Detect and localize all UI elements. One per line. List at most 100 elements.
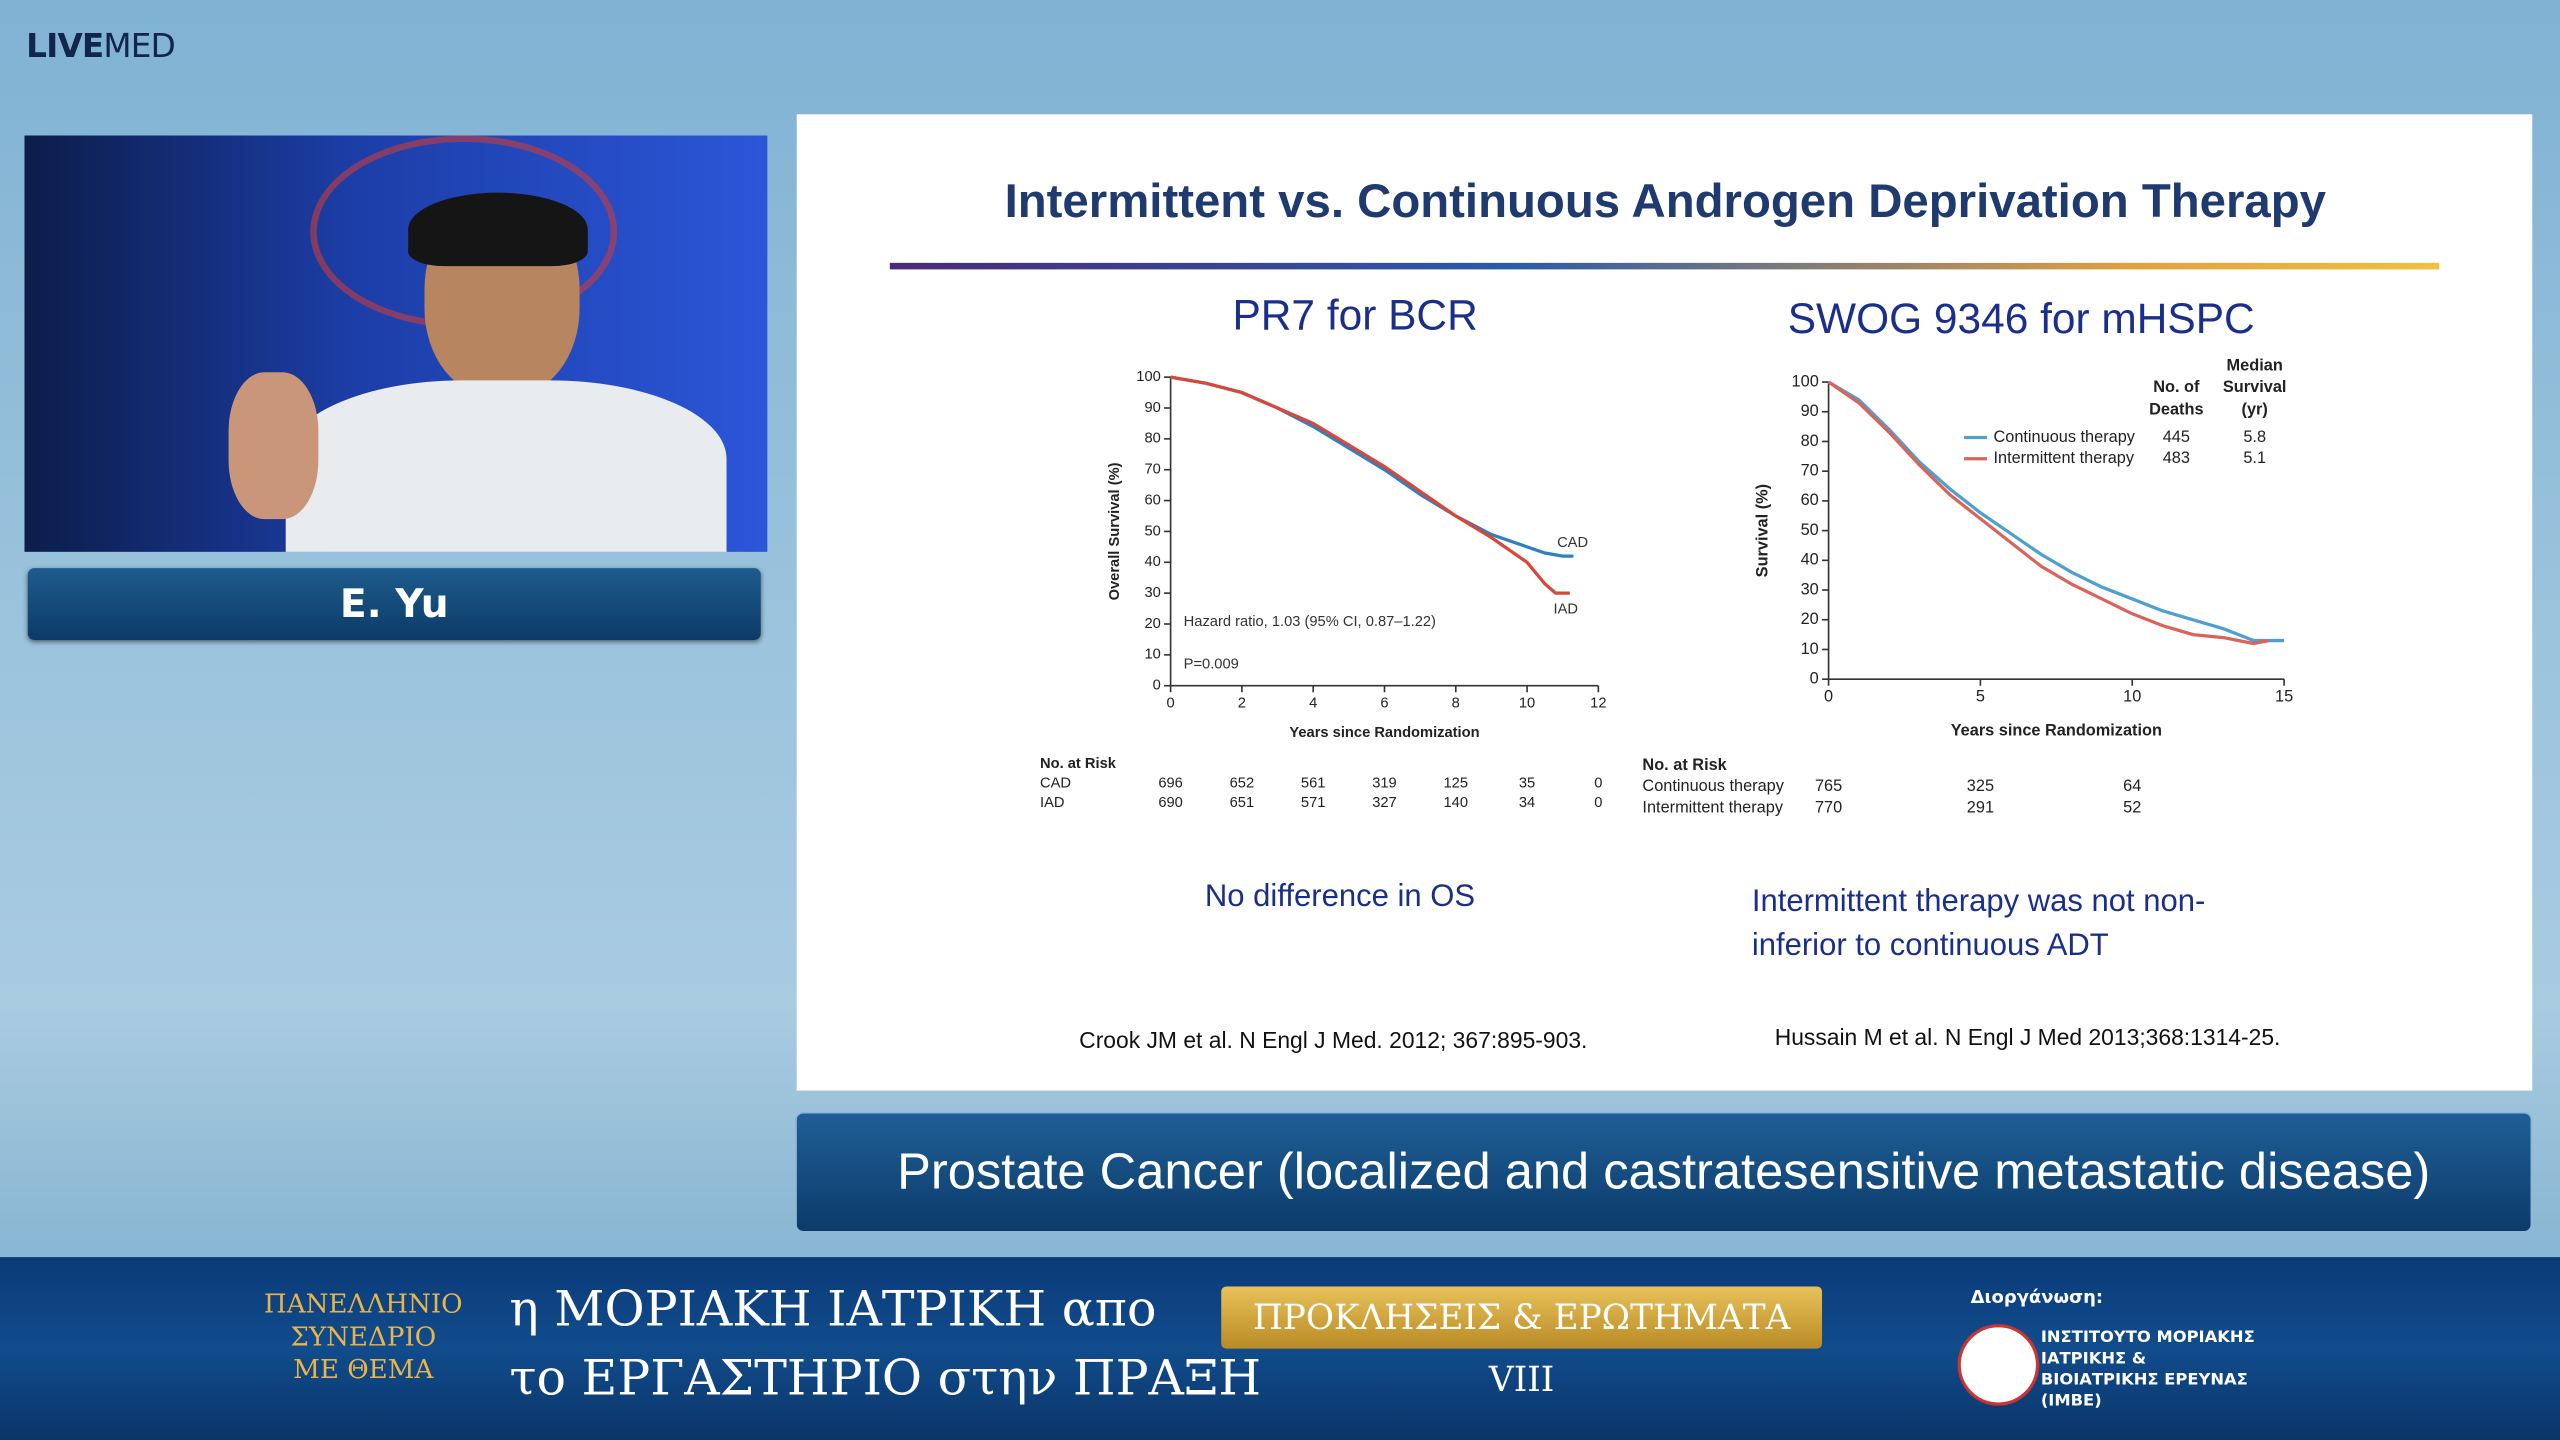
x-tick-label: 0 — [1167, 696, 1175, 712]
survival-curve — [1827, 380, 2270, 646]
risk-value: 652 — [1230, 776, 1255, 792]
slide — [796, 114, 2533, 1091]
y-tick-label: 40 — [1144, 554, 1160, 570]
speaker-hair — [408, 192, 588, 267]
annotation: P=0.009 — [1184, 656, 1239, 672]
risk-table-title: No. at Risk — [1642, 756, 1727, 774]
theme-line: το ΕΡΓΑΣΤΗΡΙΟ στην ΠΡΑΞΗ — [509, 1350, 1262, 1408]
risk-value: 571 — [1301, 795, 1326, 811]
legend-header: Median Survival (yr) — [2222, 356, 2287, 419]
slide-title: Intermittent vs. Continuous Androgen Dep… — [1004, 176, 2327, 229]
congress-line: ΠΑΝΕΛΛΗΝΙΟ — [263, 1288, 463, 1320]
risk-value: 690 — [1158, 795, 1183, 811]
x-tick-label: 5 — [1976, 687, 1985, 705]
edition-badge: ΠΡΟΚΛΗΣΕΙΣ & ΕΡΩΤΗΜΑΤΑ VIII — [1221, 1286, 1823, 1399]
y-tick-label: 20 — [1144, 616, 1160, 632]
survival-curve — [1827, 380, 2285, 643]
y-tick-label: 90 — [1144, 400, 1160, 416]
risk-value: 651 — [1230, 795, 1255, 811]
risk-value: 696 — [1158, 776, 1183, 792]
y-axis-label: Overall Survival (%) — [1107, 462, 1123, 600]
y-tick-label: 70 — [1144, 462, 1160, 478]
organizer-label: Διοργάνωση: — [1970, 1286, 2104, 1308]
legend-value: 445 — [2163, 428, 2190, 446]
citation: Crook JM et al. N Engl J Med. 2012; 367:… — [1079, 1026, 1588, 1054]
citation: Hussain M et al. N Engl J Med 2013;368:1… — [1774, 1023, 2281, 1050]
theme-line: η ΜΟΡΙΑΚΗ ΙΑΤΡΙΚΗ απο — [509, 1281, 1157, 1339]
y-tick-label: 100 — [1136, 369, 1161, 385]
chart-title: PR7 for BCR — [1232, 292, 1477, 339]
curve-label: CAD — [1557, 535, 1588, 551]
congress-label: ΠΑΝΕΛΛΗΝΙΟ ΣΥΝΕΔΡΙΟ ΜΕ ΘΕΜΑ — [245, 1288, 482, 1386]
y-tick-label: 10 — [1801, 640, 1819, 658]
organizer-logo — [1957, 1324, 2040, 1406]
speaker-video — [24, 135, 768, 552]
congress-line: ΜΕ ΘΕΜΑ — [293, 1353, 434, 1385]
y-tick-label: 40 — [1801, 551, 1819, 569]
x-tick-label: 4 — [1309, 696, 1317, 712]
y-tick-label: 60 — [1144, 492, 1160, 508]
speaker-name: E. Yu — [27, 568, 761, 640]
risk-value: 35 — [1519, 776, 1535, 792]
speaker-shirt — [285, 380, 727, 552]
risk-value: 770 — [1815, 798, 1842, 816]
y-axis-label: Survival (%) — [1754, 484, 1772, 577]
logo: LIVEMED — [26, 26, 176, 66]
y-tick-label: 100 — [1792, 372, 1819, 390]
risk-value: 319 — [1372, 776, 1397, 792]
y-tick-label: 50 — [1801, 521, 1819, 539]
x-tick-label: 8 — [1452, 696, 1460, 712]
logo-bold: LIVE — [26, 26, 104, 66]
y-tick-label: 20 — [1801, 610, 1819, 628]
y-tick-label: 90 — [1801, 402, 1819, 420]
x-tick-label: 2 — [1238, 696, 1246, 712]
risk-value: 291 — [1967, 798, 1994, 816]
x-tick-label: 15 — [2275, 687, 2293, 705]
congress-line: ΣΥΝΕΔΡΙΟ — [290, 1320, 437, 1352]
curve-label: IAD — [1554, 601, 1578, 617]
risk-table-title: No. at Risk — [1040, 756, 1117, 772]
risk-value: 140 — [1444, 795, 1469, 811]
risk-value: 327 — [1372, 795, 1397, 811]
y-tick-label: 0 — [1810, 669, 1819, 687]
x-tick-label: 12 — [1590, 696, 1606, 712]
legend-value: 483 — [2163, 449, 2190, 467]
risk-value: 0 — [1594, 795, 1602, 811]
risk-value: 52 — [2123, 798, 2141, 816]
y-tick-label: 0 — [1153, 678, 1161, 694]
risk-value: 325 — [1967, 777, 1994, 795]
y-tick-label: 30 — [1801, 580, 1819, 598]
legend-header: No. of Deaths — [2149, 378, 2204, 419]
speaker-hand — [228, 372, 319, 520]
survival-curve — [1170, 375, 1574, 558]
topic-banner: Prostate Cancer (localized and castrates… — [795, 1111, 2533, 1233]
x-tick-label: 6 — [1380, 696, 1388, 712]
y-tick-label: 80 — [1801, 432, 1819, 450]
legend-label: Continuous therapy — [1993, 428, 2135, 446]
congress-theme: η ΜΟΡΙΑΚΗ ΙΑΤΡΙΚΗ απο το ΕΡΓΑΣΤΗΡΙΟ στην… — [509, 1277, 1261, 1414]
title-rule — [889, 262, 2440, 270]
x-tick-label: 0 — [1824, 687, 1833, 705]
x-tick-label: 10 — [1519, 696, 1535, 712]
logo-light: MED — [103, 26, 175, 66]
risk-value: 34 — [1519, 795, 1535, 811]
risk-row-name: CAD — [1040, 776, 1071, 792]
risk-value: 765 — [1815, 777, 1842, 795]
organizer: ΙΝΣΤΙΤΟΥΤΟ ΜΟΡΙΑΚΗΣ ΙΑΤΡΙΚΗΣ & ΒΙΟΙΑΤΡΙΚ… — [2040, 1328, 2255, 1411]
y-tick-label: 50 — [1144, 523, 1160, 539]
risk-value: 0 — [1594, 776, 1602, 792]
y-tick-label: 10 — [1144, 647, 1160, 663]
risk-value: 561 — [1301, 776, 1326, 792]
y-tick-label: 30 — [1144, 585, 1160, 601]
x-axis-label: Years since Randomization — [1289, 725, 1479, 741]
note: Intermittent therapy was not non-inferio… — [1751, 884, 2206, 964]
legend-value: 5.1 — [2243, 449, 2266, 467]
legend-value: 5.8 — [2243, 428, 2266, 446]
y-tick-label: 70 — [1801, 461, 1819, 479]
risk-value: 125 — [1444, 776, 1469, 792]
risk-row-name: IAD — [1040, 795, 1064, 811]
